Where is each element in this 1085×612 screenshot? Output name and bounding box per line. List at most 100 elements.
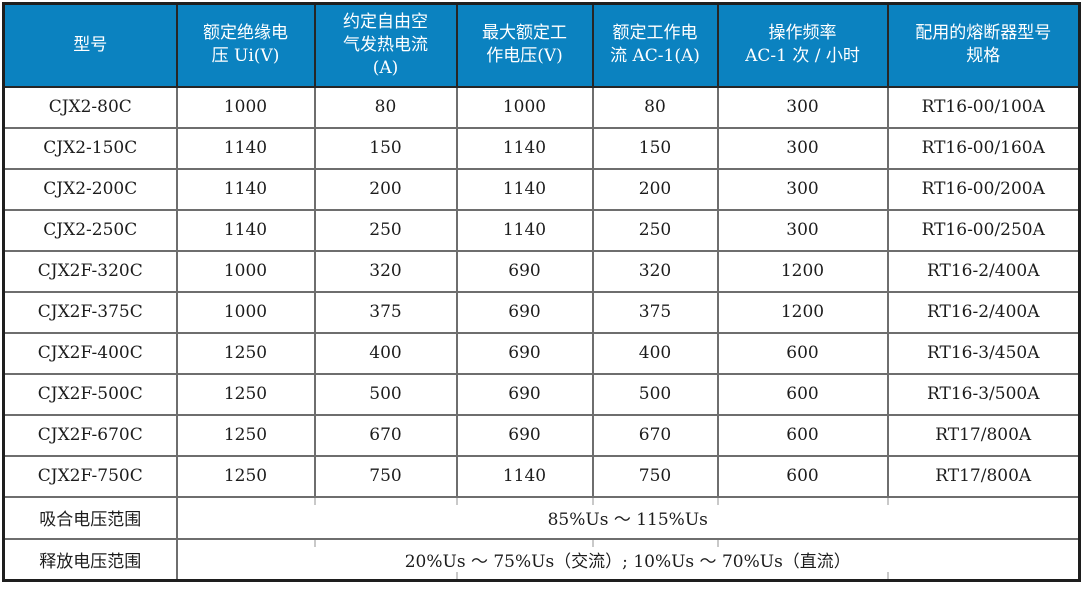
model-cell: CJX2-80C [2,85,178,129]
value-cell: 750 [591,454,719,498]
value-cell: 375 [313,290,458,334]
value-cell: 80 [313,85,458,129]
value-cell: 1000 [175,85,316,129]
value-cell: 250 [313,208,458,252]
value-cell: 1140 [455,208,594,252]
value-cell: 375 [591,290,719,334]
value-cell: 200 [313,167,458,211]
value-cell: 300 [716,126,889,170]
value-cell: 1000 [455,85,594,129]
header-cell-rated-insulation-voltage: 额定绝缘电 压 Ui(V) [175,2,316,88]
value-cell: 1250 [175,372,316,416]
value-cell: 750 [313,454,458,498]
gridline-stub [591,540,594,547]
table-row: CJX2-150C 1140 150 1140 150 300 RT16-00/… [2,126,1081,170]
value-cell: 150 [591,126,719,170]
footer-value-pickup-voltage: 85%Us ～ 115%Us [175,495,1081,540]
value-cell: 1000 [175,290,316,334]
value-cell: 600 [716,372,889,416]
footer-value-text: 85%Us ～ 115%Us [547,510,708,530]
value-cell: 1250 [175,413,316,457]
value-cell: 600 [716,331,889,375]
footer-row-pickup-voltage-range: 吸合电压范围 85%Us ～ 115%Us [2,495,1081,540]
value-cell: 690 [455,331,594,375]
value-cell: 200 [591,167,719,211]
table-row: CJX2F-670C 1250 670 690 670 600 RT17/800… [2,413,1081,457]
table-row: CJX2F-750C 1250 750 1140 750 600 RT17/80… [2,454,1081,498]
fuse-spec-cell: RT16-2/400A [886,290,1081,334]
table-row: CJX2-80C 1000 80 1000 80 300 RT16-00/100… [2,85,1081,129]
value-cell: 320 [313,249,458,293]
fuse-spec-cell: RT16-2/400A [886,249,1081,293]
footer-value-release-voltage: 20%Us ～ 75%Us（交流）; 10%Us ～ 70%Us（直流） [175,537,1081,582]
value-cell: 320 [591,249,719,293]
header-cell-model: 型号 [2,2,178,88]
value-cell: 500 [313,372,458,416]
value-cell: 600 [716,413,889,457]
table-row: CJX2-200C 1140 200 1140 200 300 RT16-00/… [2,167,1081,211]
gridline-stub [716,540,719,547]
value-cell: 1140 [455,126,594,170]
gridline-stub [716,498,719,505]
footer-value-text: 20%Us ～ 75%Us（交流）; 10%Us ～ 70%Us（直流） [404,551,851,572]
fuse-spec-cell: RT16-00/250A [886,208,1081,252]
header-cell-rated-working-current-ac1: 额定工作电 流 AC-1(A) [591,2,719,88]
fuse-spec-cell: RT16-00/100A [886,85,1081,129]
value-cell: 690 [455,290,594,334]
header-cell-operating-frequency: 操作频率 AC-1 次 / 小时 [716,2,889,88]
gridline-stub [886,498,889,505]
model-cell: CJX2F-500C [2,372,178,416]
model-cell: CJX2-200C [2,167,178,211]
value-cell: 670 [591,413,719,457]
header-row: 型号 额定绝缘电 压 Ui(V) 约定自由空 气发热电流 (A) 最大额定工 作… [2,2,1081,88]
footer-row-release-voltage-range: 释放电压范围 20%Us ～ 75%Us（交流）; 10%Us ～ 70%Us（… [2,537,1081,582]
value-cell: 400 [591,331,719,375]
value-cell: 1140 [175,167,316,211]
value-cell: 690 [455,249,594,293]
value-cell: 300 [716,208,889,252]
table-row: CJX2-250C 1140 250 1140 250 300 RT16-00/… [2,208,1081,252]
value-cell: 690 [455,413,594,457]
value-cell: 1000 [175,249,316,293]
value-cell: 1200 [716,249,889,293]
value-cell: 1140 [455,167,594,211]
value-cell: 150 [313,126,458,170]
fuse-spec-cell: RT16-00/160A [886,126,1081,170]
gridline-stub [591,498,594,505]
table-row: CJX2F-400C 1250 400 690 400 600 RT16-3/4… [2,331,1081,375]
gridline-stub [313,540,316,547]
model-cell: CJX2F-320C [2,249,178,293]
fuse-spec-cell: RT16-00/200A [886,167,1081,211]
header-cell-fuse-model-spec: 配用的熔断器型号 规格 [886,2,1081,88]
value-cell: 1250 [175,331,316,375]
value-cell: 500 [591,372,719,416]
gridline-stub [886,572,889,579]
value-cell: 1140 [455,454,594,498]
header-cell-max-rated-working-voltage: 最大额定工 作电压(V) [455,2,594,88]
table-row: CJX2F-500C 1250 500 690 500 600 RT16-3/5… [2,372,1081,416]
value-cell: 250 [591,208,719,252]
contactor-spec-table: 型号 额定绝缘电 压 Ui(V) 约定自由空 气发热电流 (A) 最大额定工 作… [2,2,1081,582]
model-cell: CJX2F-670C [2,413,178,457]
value-cell: 300 [716,167,889,211]
fuse-spec-cell: RT17/800A [886,413,1081,457]
gridline-stub [313,498,316,505]
model-cell: CJX2F-400C [2,331,178,375]
value-cell: 1250 [175,454,316,498]
footer-label-release-voltage: 释放电压范围 [2,537,178,582]
footer-label-pickup-voltage: 吸合电压范围 [2,495,178,540]
value-cell: 80 [591,85,719,129]
model-cell: CJX2-150C [2,126,178,170]
value-cell: 600 [716,454,889,498]
header-cell-free-air-thermal-current: 约定自由空 气发热电流 (A) [313,2,458,88]
model-cell: CJX2F-750C [2,454,178,498]
fuse-spec-cell: RT16-3/450A [886,331,1081,375]
value-cell: 300 [716,85,889,129]
value-cell: 690 [455,372,594,416]
model-cell: CJX2F-375C [2,290,178,334]
table-row: CJX2F-375C 1000 375 690 375 1200 RT16-2/… [2,290,1081,334]
value-cell: 1140 [175,126,316,170]
value-cell: 1140 [175,208,316,252]
fuse-spec-cell: RT16-3/500A [886,372,1081,416]
